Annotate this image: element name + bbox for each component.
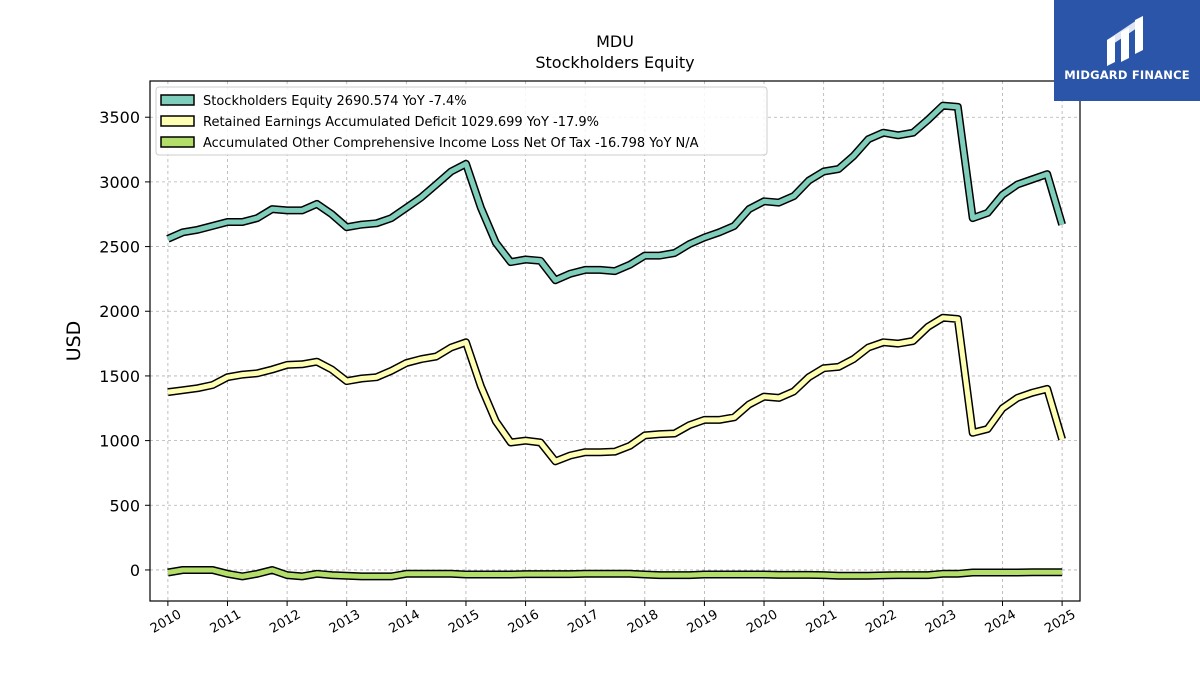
y-axis: 0 500 1000 1500 2000 2500 3000 3500	[99, 108, 150, 580]
legend-swatch-1	[160, 115, 195, 127]
x-tick-label: 2015	[446, 607, 482, 637]
x-tick-label: 2020	[744, 607, 780, 637]
midgard-logo-icon	[1107, 16, 1143, 66]
series-lines	[166, 101, 1066, 581]
y-axis-label: USD	[63, 321, 85, 362]
series-0-line	[166, 103, 1065, 283]
x-tick-label: 2025	[1042, 607, 1078, 637]
brand-logo: MIDGARD FINANCE	[1054, 0, 1200, 101]
legend-swatch-2	[160, 136, 195, 148]
y-tick-label: 3000	[99, 173, 140, 192]
x-tick-label: 2010	[148, 607, 184, 637]
grid	[150, 81, 1080, 601]
x-tick-label: 2022	[863, 607, 899, 637]
legend-swatch-0	[160, 94, 195, 106]
x-tick-label: 2023	[923, 607, 959, 637]
y-tick-label: 3500	[99, 108, 140, 127]
x-tick-label: 2016	[506, 607, 542, 637]
brand-name: MIDGARD FINANCE	[1064, 68, 1190, 82]
legend-box	[155, 86, 768, 156]
x-tick-label: 2014	[387, 607, 423, 637]
chart-title: MDU	[596, 32, 634, 51]
y-tick-label: 1500	[99, 367, 140, 386]
x-tick-label: 2013	[327, 607, 363, 637]
y-tick-label: 2000	[99, 302, 140, 321]
legend-label-2: Accumulated Other Comprehensive Income L…	[203, 136, 699, 151]
series-1-outline	[167, 313, 1066, 466]
x-tick-label: 2024	[983, 607, 1019, 637]
legend: Stockholders Equity 2690.574 YoY -7.4% Re…	[155, 86, 768, 156]
x-tick-label: 2018	[625, 607, 661, 637]
x-tick-label: 2011	[208, 607, 244, 637]
chart-subtitle: Stockholders Equity	[535, 53, 694, 72]
y-tick-label: 500	[109, 496, 140, 515]
x-tick-label: 2021	[804, 607, 840, 637]
x-tick-label: 2017	[565, 607, 601, 637]
plot-frame	[149, 80, 1081, 602]
y-tick-label: 2500	[99, 238, 140, 257]
legend-label-0: Stockholders Equity 2690.574 YoY -7.4%	[203, 94, 467, 109]
y-tick-label: 1000	[99, 432, 140, 451]
y-tick-label: 0	[130, 561, 140, 580]
series-2-line	[167, 567, 1063, 579]
x-axis: 2010 2011 2012 2013 2014 2015 2016 2017 2018 2019…	[148, 601, 1078, 637]
x-tick-label: 2012	[267, 607, 303, 637]
legend-label-1: Retained Earnings Accumulated Deficit 10…	[203, 115, 599, 130]
series-1-line	[167, 315, 1065, 464]
x-tick-label: 2019	[685, 607, 721, 637]
